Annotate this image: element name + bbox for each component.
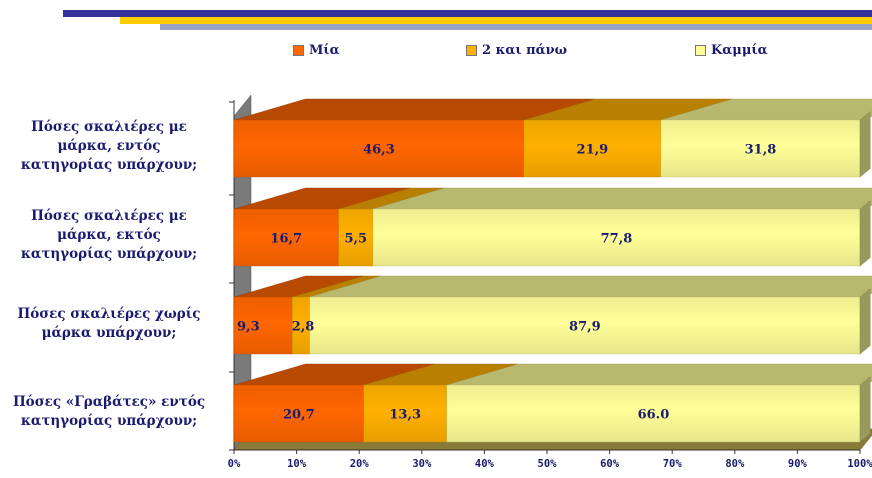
category-label-line: Πόσες «Γραβάτες» εντός [12, 393, 206, 410]
data-label-0-1: 21,9 [577, 143, 609, 158]
x-tick-label-5: 50% [538, 458, 558, 470]
header-stripe-yellow [120, 17, 872, 24]
bar-1-2 [372, 208, 861, 267]
category-label-1: Πόσες σκαλιέρες με μάρκα, εκτός κατηγορίας… [0, 207, 224, 264]
x-tick-label-3: 30% [412, 458, 432, 470]
bar-end-3 [859, 376, 871, 443]
bar-end-0 [859, 111, 871, 178]
data-label-1-2: 77,8 [601, 232, 633, 247]
x-tick-label-2: 20% [350, 458, 370, 470]
data-label-2-0: 9,3 [237, 320, 260, 335]
legend-item-dyo: 2 και πάνω [466, 43, 567, 58]
legend-label-dyo: 2 και πάνω [482, 43, 568, 58]
bar-end-1 [859, 200, 871, 267]
bar-0-2 [660, 119, 861, 178]
category-label-2: Πόσες σκαλιέρες χωρίς μάρκα υπάρχουν; [0, 305, 224, 343]
header-stripe-navy [63, 10, 872, 17]
category-label-line: μάρκα, εντός [57, 138, 161, 154]
legend-label-kammia: Καμμία [711, 43, 768, 58]
category-label-line: κατηγορίας υπάρχουν; [20, 246, 198, 262]
x-tick-label-1: 10% [287, 458, 307, 470]
x-tick-label-6: 60% [600, 458, 620, 470]
header-stripe-gray [160, 24, 872, 30]
data-label-2-1: 2,8 [292, 320, 315, 335]
data-label-3-2: 66.0 [638, 408, 670, 423]
data-label-0-0: 46,3 [363, 143, 395, 158]
data-label-1-1: 5,5 [344, 232, 367, 247]
legend-item-mia: Μία [293, 43, 340, 58]
bar-top-3-2 [446, 363, 872, 386]
bar-1-0 [233, 208, 339, 267]
category-label-line: μάρκα, εκτός [57, 227, 161, 243]
data-label-0-2: 31,8 [745, 143, 777, 158]
x-tick-label-10: 100% [847, 458, 872, 470]
data-label-1-0: 16,7 [270, 232, 302, 247]
category-label-line: Πόσες σκαλιέρες χωρίς [17, 305, 201, 322]
x-tick-label-0: 0% [228, 458, 241, 470]
data-label-3-1: 13,3 [389, 408, 421, 423]
bar-2-2 [309, 296, 861, 355]
bar-2-0 [233, 296, 293, 355]
bar-end-2 [859, 288, 871, 355]
category-label-3: Πόσες «Γραβάτες» εντός κατηγορίας υπάρχου… [0, 393, 224, 431]
bar-top-2-2 [309, 275, 872, 298]
category-label-line: κατηγορίας υπάρχουν; [20, 412, 198, 429]
category-label-line: κατηγορίας υπάρχουν; [20, 157, 198, 173]
legend-swatch-dyo [466, 45, 477, 56]
bar-3-0 [233, 384, 364, 443]
legend-label-mia: Μία [309, 43, 340, 58]
bar-0-1 [523, 119, 662, 178]
x-tick-label-9: 90% [788, 458, 808, 470]
bar-top-1-2 [372, 187, 872, 210]
category-label-0: Πόσες σκαλιέρες με μάρκα, εντός κατηγορίας… [0, 118, 224, 175]
bar-3-1 [363, 384, 448, 443]
category-label-line: μάρκα υπάρχουν; [41, 324, 177, 341]
bar-1-1 [338, 208, 374, 267]
category-label-line: Πόσες σκαλιέρες με [31, 208, 187, 224]
bar-3-2 [446, 384, 861, 443]
category-label-line: Πόσες σκαλιέρες με [31, 119, 187, 135]
x-tick-label-8: 80% [725, 458, 745, 470]
legend-item-kammia: Καμμία [695, 43, 768, 58]
legend-swatch-kammia [695, 45, 706, 56]
x-tick-label-7: 70% [663, 458, 683, 470]
data-label-3-0: 20,7 [283, 408, 315, 423]
x-tick-label-4: 40% [475, 458, 495, 470]
bar-0-0 [233, 119, 525, 178]
data-label-2-2: 87,9 [569, 320, 601, 335]
legend-swatch-mia [293, 45, 304, 56]
